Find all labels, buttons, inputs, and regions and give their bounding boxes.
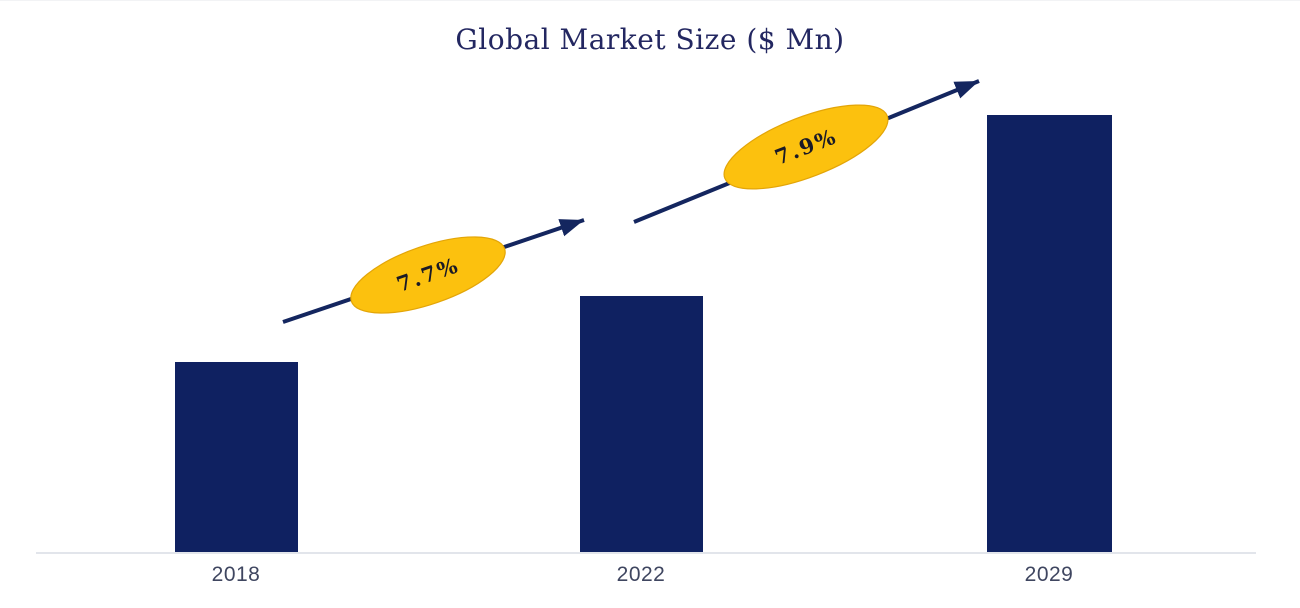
growth-arrow-2022-2029: 7.9% [633,79,980,224]
growth-badge-label-1: 7.7% [393,252,462,297]
bar-2018 [175,362,298,552]
bar-2022 [580,296,703,552]
x-tick-2018: 2018 [211,563,261,586]
growth-arrow-line-2 [633,79,980,224]
chart-title: Global Market Size ($ Mn) [455,23,845,56]
x-tick-2022: 2022 [616,563,666,586]
x-tick-2029: 2029 [1024,563,1074,586]
growth-badge-label-2: 7.9% [771,123,840,169]
growth-arrow-line-1 [282,218,585,324]
growth-badge-ellipse-2 [723,104,889,190]
growth-badge-ellipse-1 [350,236,506,314]
growth-arrow-2018-2022: 7.7% [282,218,585,324]
bar-2029 [987,115,1112,552]
x-axis-line [36,552,1256,554]
